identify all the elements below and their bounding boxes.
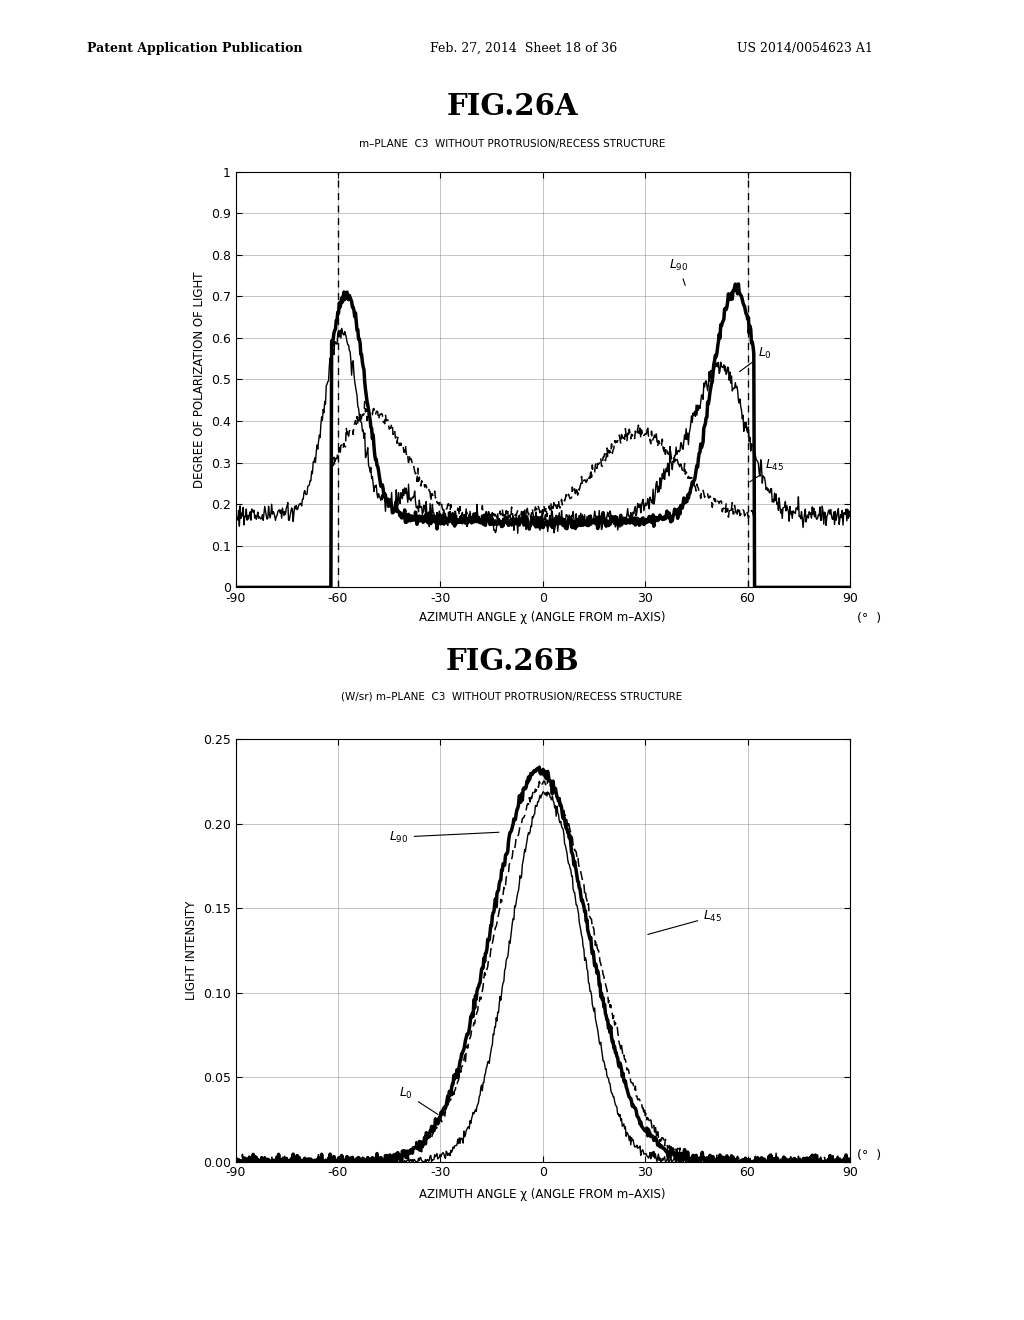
Y-axis label: DEGREE OF POLARIZATION OF LIGHT: DEGREE OF POLARIZATION OF LIGHT bbox=[194, 271, 207, 488]
Text: Feb. 27, 2014  Sheet 18 of 36: Feb. 27, 2014 Sheet 18 of 36 bbox=[430, 42, 617, 55]
Text: Patent Application Publication: Patent Application Publication bbox=[87, 42, 302, 55]
Text: US 2014/0054623 A1: US 2014/0054623 A1 bbox=[737, 42, 873, 55]
Text: (°  ): (° ) bbox=[857, 612, 881, 626]
Text: $L_0$: $L_0$ bbox=[399, 1086, 438, 1114]
Text: FIG.26A: FIG.26A bbox=[446, 92, 578, 121]
Text: AZIMUTH ANGLE χ (ANGLE FROM m–AXIS): AZIMUTH ANGLE χ (ANGLE FROM m–AXIS) bbox=[420, 611, 666, 624]
Text: $L_{90}$: $L_{90}$ bbox=[669, 259, 688, 285]
Text: (W/sr) m–PLANE  C3  WITHOUT PROTRUSION/RECESS STRUCTURE: (W/sr) m–PLANE C3 WITHOUT PROTRUSION/REC… bbox=[341, 692, 683, 702]
Text: (°  ): (° ) bbox=[857, 1148, 881, 1162]
Text: FIG.26B: FIG.26B bbox=[445, 647, 579, 676]
Y-axis label: LIGHT INTENSITY: LIGHT INTENSITY bbox=[185, 900, 199, 1001]
Text: m–PLANE  C3  WITHOUT PROTRUSION/RECESS STRUCTURE: m–PLANE C3 WITHOUT PROTRUSION/RECESS STR… bbox=[358, 139, 666, 149]
Text: AZIMUTH ANGLE χ (ANGLE FROM m–AXIS): AZIMUTH ANGLE χ (ANGLE FROM m–AXIS) bbox=[420, 1188, 666, 1201]
Text: $L_0$: $L_0$ bbox=[739, 346, 772, 372]
Text: $L_{45}$: $L_{45}$ bbox=[750, 458, 784, 482]
Text: $L_{90}$: $L_{90}$ bbox=[389, 829, 499, 845]
Text: $L_{45}$: $L_{45}$ bbox=[648, 909, 723, 935]
